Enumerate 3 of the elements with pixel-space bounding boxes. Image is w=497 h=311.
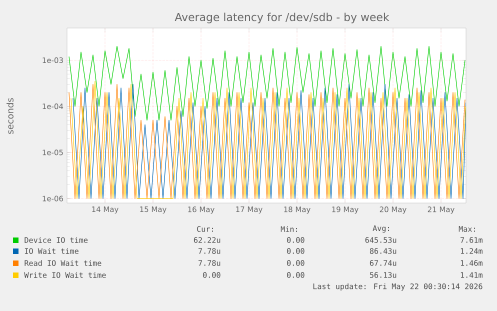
chart-title: Average latency for /dev/sdb - by week: [174, 12, 390, 24]
line-series: [68, 46, 466, 121]
y-axis-title: seconds: [6, 98, 14, 134]
